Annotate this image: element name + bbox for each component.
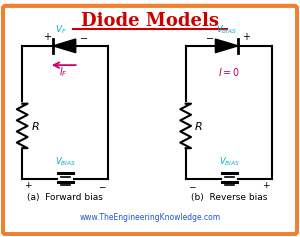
Text: +: + [262, 181, 270, 190]
Text: www.TheEngineeringKnowledge.com: www.TheEngineeringKnowledge.com [80, 213, 220, 222]
Text: $V_{BIAS}$: $V_{BIAS}$ [219, 155, 240, 168]
Polygon shape [215, 39, 238, 53]
Text: Diode Models: Diode Models [81, 12, 219, 30]
Text: $R$: $R$ [31, 120, 39, 132]
Text: $V_F$: $V_F$ [55, 24, 67, 36]
Text: +: + [43, 32, 51, 42]
Text: $-$: $-$ [79, 32, 88, 42]
Text: $-$: $-$ [188, 181, 197, 190]
FancyBboxPatch shape [3, 6, 297, 234]
Text: +: + [242, 32, 250, 42]
Text: (b)  Reverse bias: (b) Reverse bias [190, 193, 267, 201]
Text: $V_{BIAS}$: $V_{BIAS}$ [56, 155, 76, 168]
Text: $-$: $-$ [205, 32, 214, 42]
Text: $I_F$: $I_F$ [59, 65, 68, 79]
Text: $R$: $R$ [194, 120, 203, 132]
Text: $-$: $-$ [98, 181, 106, 190]
Polygon shape [53, 39, 76, 53]
Text: $I = 0$: $I = 0$ [218, 66, 240, 78]
Text: $V_{BIAS}$: $V_{BIAS}$ [216, 24, 237, 36]
Text: (a)  Forward bias: (a) Forward bias [27, 193, 103, 201]
Text: +: + [24, 181, 32, 190]
